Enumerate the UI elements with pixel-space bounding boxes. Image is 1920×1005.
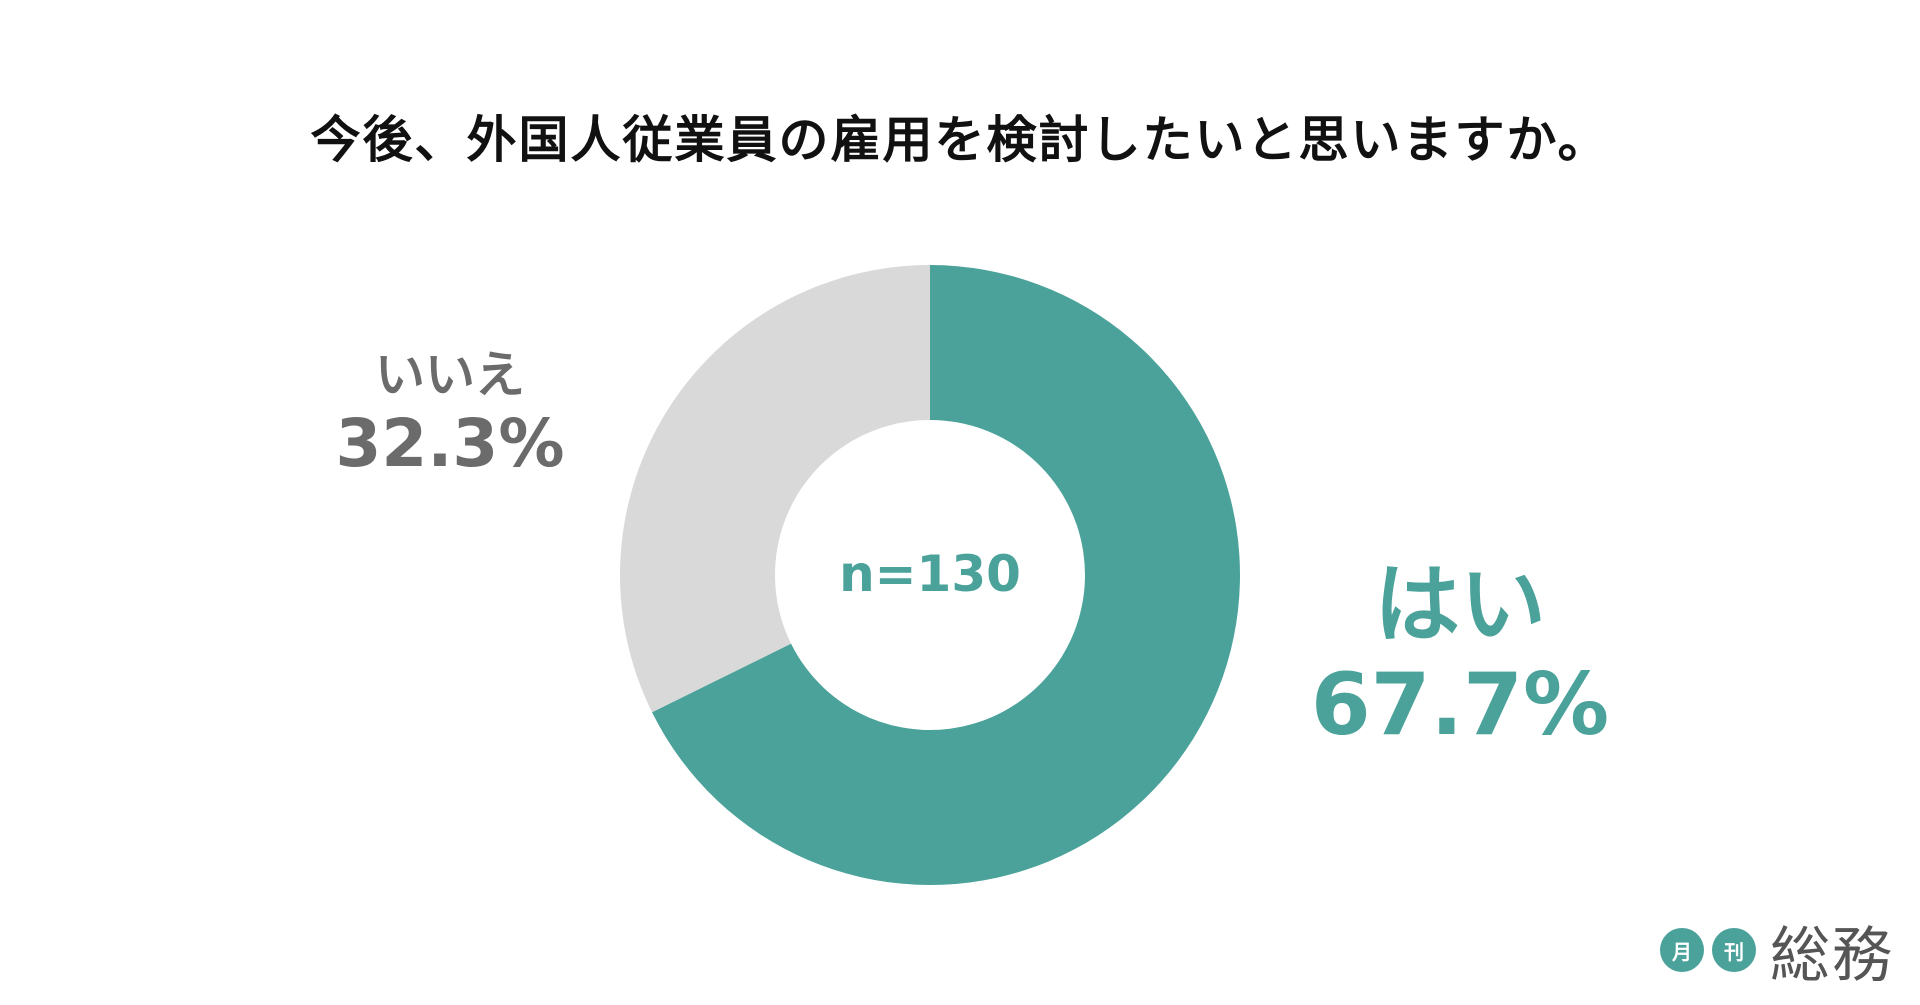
logo-badge-month: 月 (1660, 928, 1704, 972)
publisher-logo: 月 刊 総務 (1660, 905, 1894, 995)
donut-slice-no (619, 265, 930, 713)
slice-label-yes-name: はい (1374, 555, 1546, 655)
slice-label-no-value: 32.3% (335, 405, 565, 482)
logo-text: 総務 (1770, 920, 1894, 991)
sample-size-label: n=130 (839, 545, 1021, 603)
logo-badge-publication: 刊 (1712, 928, 1756, 972)
chart-title: 今後、外国人従業員の雇用を検討したいと思いますか。 (310, 111, 1610, 169)
slice-label-no-name: いいえ (375, 346, 525, 404)
slice-label-yes-value: 67.7% (1310, 655, 1610, 755)
slice-label-no: いいえ 32.3% (320, 345, 580, 483)
slice-label-yes: はい 67.7% (1290, 555, 1630, 755)
donut-slice-yes (652, 265, 1240, 885)
